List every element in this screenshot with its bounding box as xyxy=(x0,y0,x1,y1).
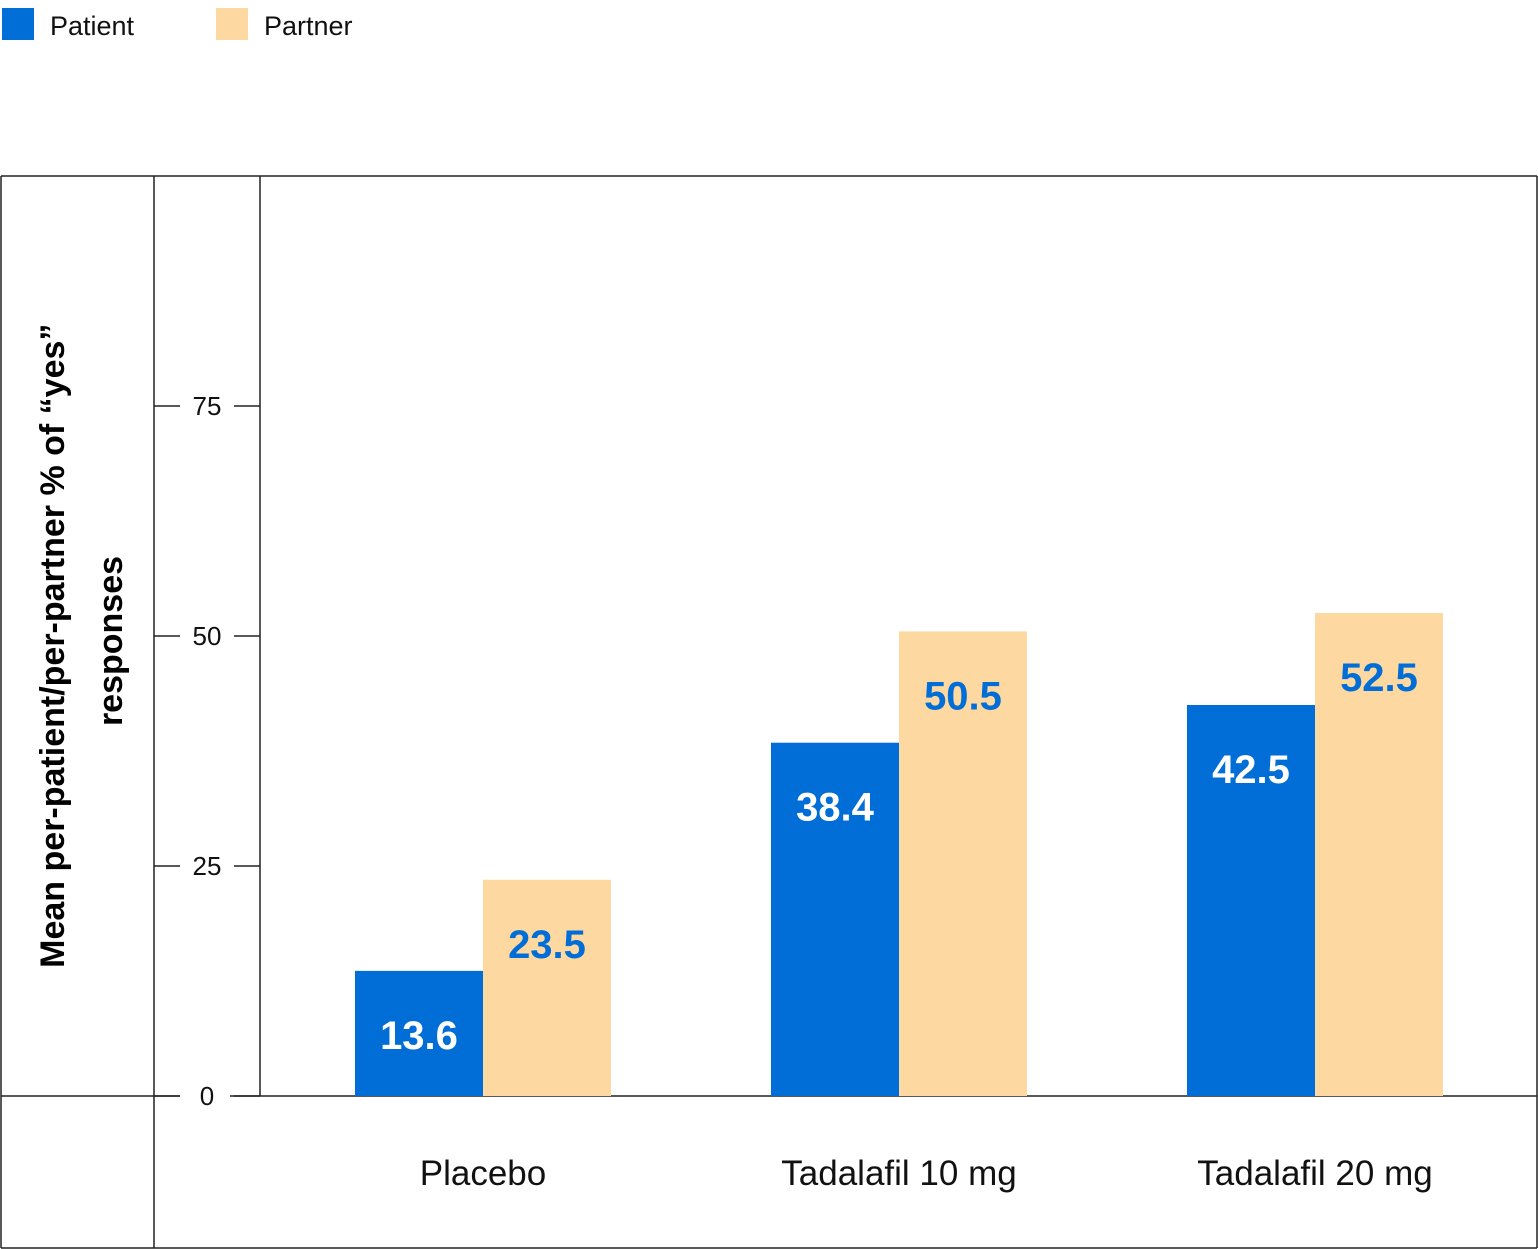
legend: Patient Partner xyxy=(2,8,353,41)
data-label-partner: 50.5 xyxy=(924,674,1002,718)
bar-patient xyxy=(355,970,483,1096)
data-label-patient: 13.6 xyxy=(380,1014,458,1058)
legend-label-partner: Partner xyxy=(264,11,353,41)
data-label-patient: 42.5 xyxy=(1212,748,1290,792)
bar-partner xyxy=(899,631,1027,1096)
data-label-partner: 23.5 xyxy=(508,923,586,967)
y-tick-label: 0 xyxy=(200,1081,214,1111)
data-label-patient: 38.4 xyxy=(796,786,875,830)
y-tick-label: 50 xyxy=(193,621,222,651)
x-category-label: Tadalafil 10 mg xyxy=(781,1154,1016,1193)
bar-partner xyxy=(483,879,611,1096)
data-label-partner: 52.5 xyxy=(1340,656,1418,700)
x-axis-categories: Placebo Tadalafil 10 mg Tadalafil 20 mg xyxy=(420,1154,1433,1193)
y-axis-ticks: 0 25 50 75 xyxy=(154,391,260,1111)
x-category-label: Placebo xyxy=(420,1154,546,1193)
y-tick-label: 25 xyxy=(193,851,222,881)
legend-swatch-patient xyxy=(2,8,34,40)
bar-patient xyxy=(771,742,899,1096)
bar-partner xyxy=(1315,613,1443,1096)
x-category-label: Tadalafil 20 mg xyxy=(1197,1154,1432,1193)
bar-patient xyxy=(1187,705,1315,1096)
legend-swatch-partner xyxy=(216,8,248,40)
legend-label-patient: Patient xyxy=(50,11,135,41)
y-axis-title: Mean per-patient/per-partner % of “yes” … xyxy=(34,314,130,968)
y-tick-label: 75 xyxy=(193,391,222,421)
y-axis-title-line-1: Mean per-patient/per-partner % of “yes” xyxy=(34,324,72,968)
bars: 13.6 23.5 38.4 50.5 42.5 52.5 xyxy=(355,613,1443,1096)
y-axis-title-line-2: responses xyxy=(92,556,130,726)
